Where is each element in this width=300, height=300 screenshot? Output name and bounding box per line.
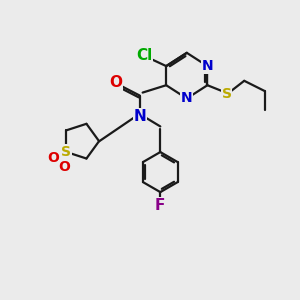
Text: Cl: Cl <box>136 48 152 63</box>
Text: F: F <box>155 198 166 213</box>
Text: N: N <box>202 59 213 73</box>
Text: S: S <box>222 87 232 101</box>
Text: N: N <box>133 109 146 124</box>
Text: O: O <box>48 152 60 165</box>
Text: S: S <box>61 145 71 159</box>
Text: O: O <box>58 160 70 174</box>
Text: O: O <box>110 75 123 90</box>
Text: N: N <box>181 92 193 106</box>
